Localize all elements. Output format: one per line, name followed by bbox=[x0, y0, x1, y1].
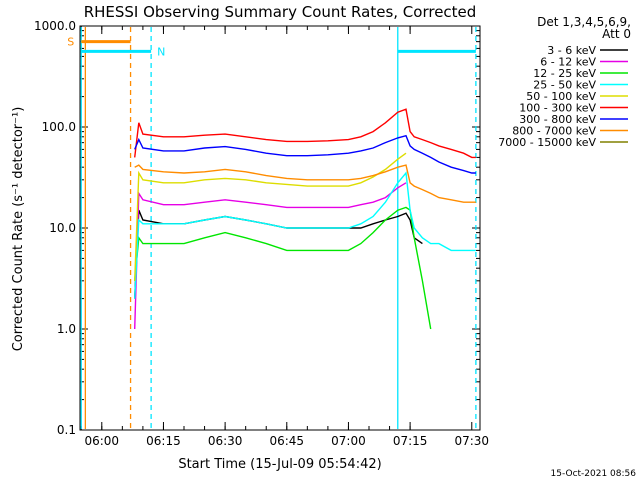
legend-title-line1: Det 1,3,4,5,6,9, bbox=[537, 15, 631, 29]
series-line-3 bbox=[134, 171, 476, 299]
flag-label: S bbox=[67, 36, 74, 49]
legend-label: 3 - 6 keV bbox=[547, 44, 596, 57]
legend-label: 6 - 12 keV bbox=[540, 56, 596, 69]
legend-label: 50 - 100 keV bbox=[526, 90, 596, 103]
legend-label: 25 - 50 keV bbox=[533, 79, 596, 92]
legend-label: 300 - 800 keV bbox=[519, 113, 596, 126]
legend-title-line2: Att 0 bbox=[602, 27, 631, 41]
x-tick-label: 06:30 bbox=[208, 434, 243, 448]
x-axis-label: Start Time (15-Jul-09 05:54:42) bbox=[178, 457, 381, 472]
series-line-1 bbox=[134, 182, 407, 330]
x-tick-label: 06:00 bbox=[84, 434, 119, 448]
series-line-7 bbox=[134, 164, 476, 203]
series-line-2 bbox=[134, 206, 432, 330]
legend-label: 100 - 300 keV bbox=[519, 102, 596, 115]
y-axis-label: Corrected Count Rate (s⁻¹ detector⁻¹) bbox=[11, 107, 26, 352]
series-line-4 bbox=[134, 152, 407, 281]
legend-label: 7000 - 15000 keV bbox=[498, 136, 596, 149]
legend-label: 800 - 7000 keV bbox=[512, 125, 596, 138]
x-tick-label: 06:45 bbox=[269, 434, 304, 448]
x-tick-label: 07:30 bbox=[454, 434, 489, 448]
y-tick-label: 1.0 bbox=[57, 322, 76, 336]
footer-timestamp: 15-Oct-2021 08:56 bbox=[551, 469, 637, 479]
x-tick-label: 07:15 bbox=[393, 434, 428, 448]
flag-label: N bbox=[157, 45, 165, 58]
y-tick-label: 10.0 bbox=[49, 221, 76, 235]
series-line-6 bbox=[134, 134, 476, 174]
legend-label: 12 - 25 keV bbox=[533, 67, 596, 80]
chart-title: RHESSI Observing Summary Count Rates, Co… bbox=[84, 3, 477, 21]
x-tick-label: 06:15 bbox=[146, 434, 181, 448]
y-tick-label: 100.0 bbox=[42, 120, 76, 134]
x-tick-label: 07:00 bbox=[331, 434, 366, 448]
series-line-5 bbox=[134, 108, 476, 159]
y-tick-label: 1000.0 bbox=[34, 19, 76, 33]
y-tick-label: 0.1 bbox=[57, 423, 76, 437]
plot-frame bbox=[79, 25, 481, 431]
